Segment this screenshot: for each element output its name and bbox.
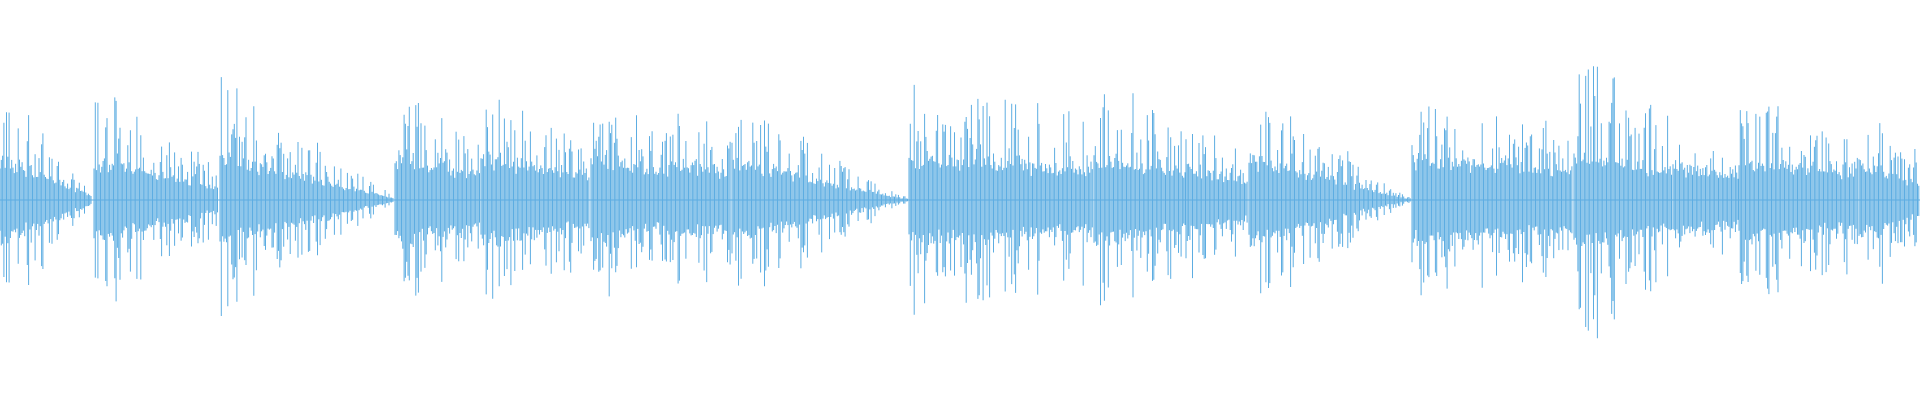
waveform-samples <box>0 66 1920 339</box>
